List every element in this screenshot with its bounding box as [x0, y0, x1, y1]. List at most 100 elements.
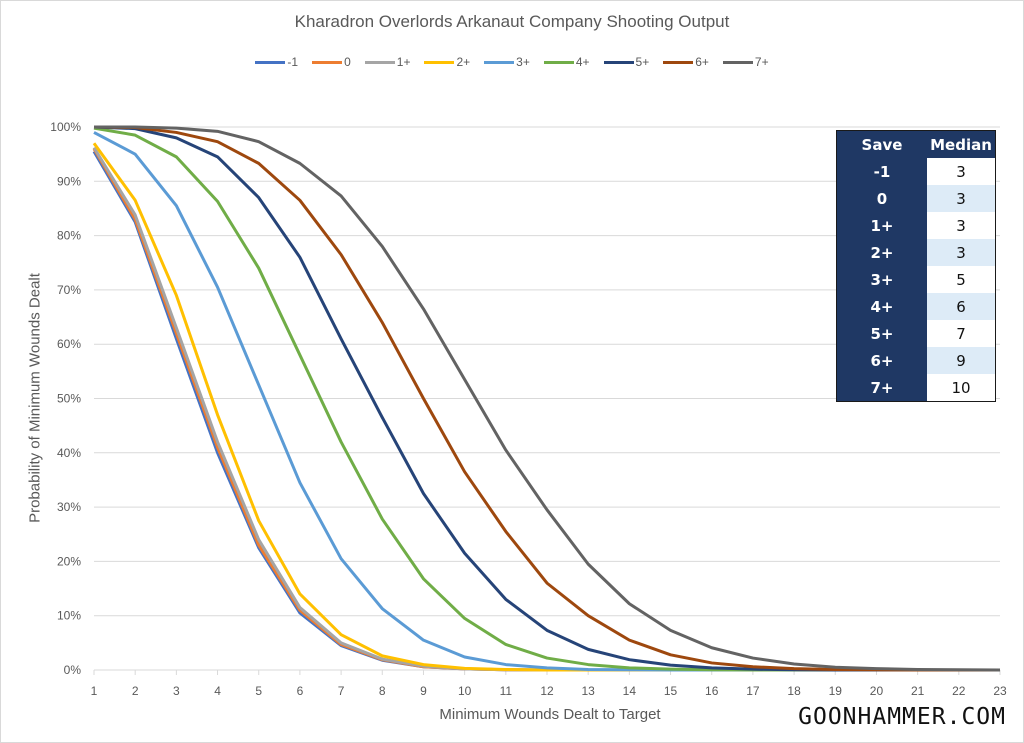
- x-tick-label: 15: [664, 684, 678, 698]
- legend-swatch: [364, 60, 395, 64]
- y-axis-label: Probability of Minimum Wounds Dealt: [26, 273, 44, 523]
- legend-label: 7+: [754, 55, 769, 69]
- brand-watermark: GOONHAMMER.COM: [798, 704, 1006, 730]
- legend-label: -1: [287, 55, 299, 69]
- x-tick-label: 6: [297, 684, 304, 698]
- x-tick-label: 8: [379, 684, 386, 698]
- median-table-row: -1 3: [836, 158, 996, 185]
- save-cell: 4+: [836, 293, 927, 320]
- median-cell: 3: [927, 185, 996, 212]
- legend-label: 4+: [575, 55, 590, 69]
- y-tick-label: 80%: [57, 229, 81, 243]
- legend-item: 2+: [424, 55, 470, 69]
- legend-label: 2+: [456, 55, 471, 69]
- legend-item: 3+: [484, 55, 530, 69]
- legend-label: 3+: [516, 55, 530, 69]
- x-tick-label: 21: [911, 684, 925, 698]
- x-tick-label: 14: [623, 684, 637, 698]
- x-tick-label: 5: [255, 684, 262, 698]
- median-table-row: 7+ 10: [836, 374, 996, 402]
- median-table-row: 3+ 5: [836, 266, 996, 293]
- y-tick-label: 60%: [57, 337, 81, 351]
- y-tick-label: 10%: [57, 609, 81, 623]
- y-tick-label: 40%: [57, 446, 81, 460]
- save-cell: 3+: [836, 266, 927, 293]
- legend-swatch: [543, 60, 574, 64]
- save-cell: -1: [836, 158, 927, 185]
- median-cell: 3: [927, 239, 996, 266]
- legend-swatch: [484, 60, 515, 64]
- save-cell: 5+: [836, 320, 927, 347]
- x-tick-label: 3: [173, 684, 180, 698]
- legend-label: 0: [344, 55, 351, 69]
- x-tick-label: 16: [705, 684, 719, 698]
- median-cell: 6: [927, 293, 996, 320]
- median-table-row: 2+ 3: [836, 239, 996, 266]
- x-tick-label: 10: [458, 684, 472, 698]
- median-table: Save Median -1 3 0 3 1+ 3 2+ 3 3+ 5 4+ 6 5+ 7 6+ 9 7+ 10: [836, 130, 996, 402]
- y-tick-label: 30%: [57, 500, 81, 514]
- x-tick-label: 23: [993, 684, 1007, 698]
- y-tick-label: 50%: [57, 392, 81, 406]
- y-tick-label: 90%: [57, 174, 81, 188]
- median-table-row: 5+ 7: [836, 320, 996, 347]
- legend-swatch: [603, 60, 634, 64]
- chart-title: Kharadron Overlords Arkanaut Company Sho…: [294, 12, 730, 31]
- median-cell: 5: [927, 266, 996, 293]
- median-cell: 3: [927, 212, 996, 239]
- x-tick-label: 20: [870, 684, 884, 698]
- median-cell: 10: [927, 374, 996, 402]
- legend-item: 7+: [722, 55, 769, 69]
- legend-swatch: [312, 60, 343, 64]
- x-tick-label: 9: [420, 684, 427, 698]
- x-tick-label: 13: [582, 684, 596, 698]
- legend-label: 6+: [695, 55, 709, 69]
- legend-item: 5+: [603, 55, 650, 69]
- save-cell: 7+: [836, 374, 927, 402]
- legend-item: 1+: [364, 55, 411, 69]
- x-tick-label: 19: [829, 684, 843, 698]
- legend-swatch: [663, 60, 694, 64]
- series-line-8: [94, 125, 1001, 672]
- median-column-header: Median: [927, 130, 996, 158]
- median-cell: 3: [927, 158, 996, 185]
- y-tick-label: 20%: [57, 554, 81, 568]
- x-tick-label: 1: [91, 684, 98, 698]
- y-tick-label: 70%: [57, 283, 81, 297]
- median-table-header-row: Save Median: [836, 130, 996, 158]
- x-tick-label: 11: [500, 684, 513, 698]
- save-cell: 2+: [836, 239, 927, 266]
- legend-item: 6+: [663, 55, 709, 69]
- x-tick-label: 2: [132, 684, 139, 698]
- legend-item: 0: [312, 55, 351, 69]
- median-cell: 7: [927, 320, 996, 347]
- legend-item: -1: [255, 55, 298, 69]
- median-table-row: 1+ 3: [836, 212, 996, 239]
- save-cell: 6+: [836, 347, 927, 374]
- x-tick-label: 17: [746, 684, 760, 698]
- legend-label: 1+: [396, 55, 411, 69]
- median-table-row: 6+ 9: [836, 347, 996, 374]
- x-axis-label: Minimum Wounds Dealt to Target: [439, 706, 661, 723]
- save-cell: 1+: [836, 212, 927, 239]
- legend-item: 4+: [543, 55, 590, 69]
- x-tick-label: 12: [540, 684, 554, 698]
- x-tick-label: 4: [214, 684, 221, 698]
- save-column-header: Save: [836, 130, 927, 158]
- chart-legend: -1 0 1+ 2+ 3+ 4+ 5+ 6+ 7+: [0, 55, 1024, 69]
- save-cell: 0: [836, 185, 927, 212]
- y-tick-label: 0%: [64, 663, 82, 677]
- median-cell: 9: [927, 347, 996, 374]
- legend-swatch: [424, 60, 455, 64]
- x-tick-label: 7: [338, 684, 345, 698]
- legend-swatch: [722, 60, 753, 64]
- median-table-row: 4+ 6: [836, 293, 996, 320]
- x-tick-label: 18: [787, 684, 801, 698]
- series-line-7: [93, 125, 1000, 672]
- x-tick-label: 22: [952, 684, 966, 698]
- y-tick-label: 100%: [50, 120, 81, 134]
- legend-label: 5+: [635, 55, 650, 69]
- legend-swatch: [255, 60, 286, 64]
